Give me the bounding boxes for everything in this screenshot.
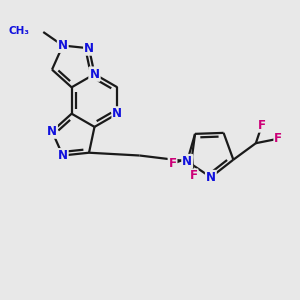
Text: N: N (89, 68, 100, 81)
Text: F: F (190, 169, 197, 182)
Text: N: N (84, 42, 94, 55)
Text: F: F (169, 158, 176, 170)
Text: N: N (58, 149, 68, 162)
Text: CH₃: CH₃ (9, 26, 30, 35)
Text: N: N (182, 155, 192, 168)
Text: N: N (58, 39, 68, 52)
Text: F: F (258, 119, 266, 132)
Text: N: N (112, 107, 122, 120)
Text: N: N (47, 125, 57, 138)
Text: N: N (206, 171, 216, 184)
Text: F: F (274, 132, 282, 145)
Text: N: N (89, 68, 100, 81)
